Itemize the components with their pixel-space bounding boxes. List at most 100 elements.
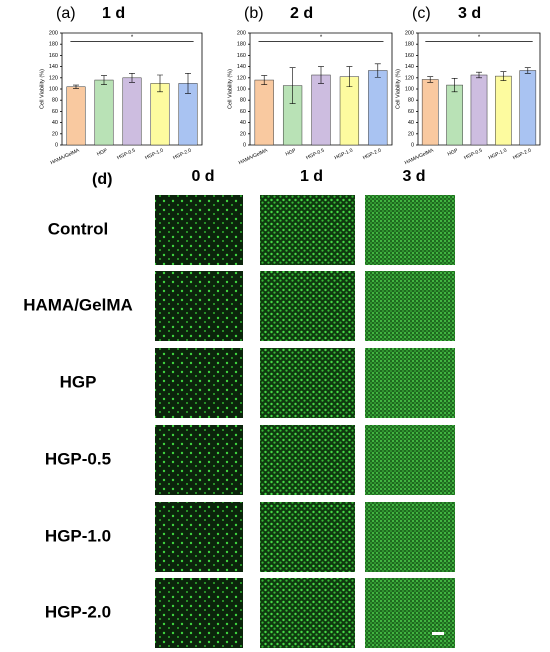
micrograph [260,348,355,418]
bar [311,74,331,146]
error-bar [101,75,107,85]
y-tick-label: 20 [52,131,58,137]
error-bar [346,66,353,88]
chart-title: 1 d [102,5,125,22]
bar [122,77,142,146]
y-axis-label: Cell Viability (%) [227,69,233,109]
bar [495,75,512,146]
x-tick-label: HAMA/GelMA [50,147,81,166]
y-tick-label: 40 [240,120,246,126]
scale-bar [432,632,444,635]
micrograph [155,271,243,341]
micrograph [155,578,243,648]
y-tick-label: 60 [408,109,414,115]
y-tick-label: 0 [411,142,414,148]
y-axis-label: Cell Viability (%) [39,69,45,109]
column-label: 0 d [191,168,214,185]
significance-label: * [478,35,481,41]
row-label: HAMA/GelMA [23,295,133,314]
y-tick-label: 100 [405,86,414,92]
x-tick-label: HAMA/GelMA [238,147,269,166]
panel-label: (a) [56,5,76,22]
bar [446,84,463,146]
x-tick-label: HGP-2.0 [172,147,192,161]
y-tick-label: 120 [49,75,58,81]
bar [254,79,274,146]
bar [66,86,86,146]
error-bar [261,75,268,85]
y-axis-label: Cell Viability (%) [395,69,401,109]
y-tick-label: 160 [237,53,246,59]
y-tick-label: 180 [237,42,246,48]
axes [61,32,203,146]
panel-label: (d) [92,171,112,188]
x-tick-label: HGP-0.5 [116,147,136,161]
row-label: HGP-1.0 [45,526,111,545]
y-tick-label: 180 [405,42,414,48]
y-tick-label: 60 [52,109,58,115]
y-tick-label: 60 [240,109,246,115]
y-tick-label: 200 [405,30,414,36]
error-bar [476,71,482,79]
chart-title: 2 d [290,5,313,22]
bar [421,79,439,146]
y-tick-label: 140 [405,64,414,70]
micrograph [365,271,455,341]
y-tick-label: 100 [49,86,58,92]
x-tick-label: HGP-1.0 [144,147,164,161]
x-tick-label: HAMA/GelMA [404,147,435,166]
y-tick-label: 200 [237,30,246,36]
error-bar [157,74,163,93]
micrograph [155,502,243,572]
y-tick-label: 40 [408,120,414,126]
micrograph [365,348,455,418]
y-tick-label: 20 [240,131,246,137]
axes [417,32,541,146]
row-label: Control [48,219,108,238]
micrograph [155,348,243,418]
row-label: HGP-0.5 [45,449,111,468]
micrograph [260,195,355,265]
panel-label: (b) [244,5,264,22]
y-tick-label: 200 [49,30,58,36]
x-tick-label: HGP-1.0 [488,147,508,161]
y-tick-label: 80 [52,98,58,104]
error-bar [500,71,507,81]
bar [470,74,488,146]
y-tick-label: 40 [52,120,58,126]
column-label: 3 d [402,168,425,185]
micrograph [155,195,243,265]
row-label: HGP [60,372,97,391]
micrograph [365,425,455,495]
x-tick-label: HGP-1.0 [334,147,354,161]
y-tick-label: 120 [237,75,246,81]
micrograph [155,425,243,495]
error-bar [73,84,79,89]
micrograph [260,271,355,341]
y-tick-label: 140 [237,64,246,70]
row-label: HGP-2.0 [45,602,111,621]
panel-label: (c) [412,5,431,22]
axes [249,32,393,146]
significance-label: * [320,35,323,41]
x-tick-label: HGP-0.5 [305,147,325,161]
y-tick-label: 140 [49,64,58,70]
x-tick-label: HGP [447,147,460,157]
bar [519,70,537,146]
x-tick-label: HGP-2.0 [512,147,532,161]
micrograph [260,425,355,495]
chart-title: 3 d [458,5,481,22]
error-bar [289,67,296,104]
y-tick-label: 180 [49,42,58,48]
y-tick-label: 80 [408,98,414,104]
x-tick-label: HGP [96,147,109,157]
y-tick-label: 0 [243,142,246,148]
bar [368,70,388,146]
y-tick-label: 160 [49,53,58,59]
micrograph [365,502,455,572]
micrograph [260,578,355,648]
error-bar [374,63,381,78]
bar [94,79,114,146]
x-tick-label: HGP-0.5 [463,147,483,161]
